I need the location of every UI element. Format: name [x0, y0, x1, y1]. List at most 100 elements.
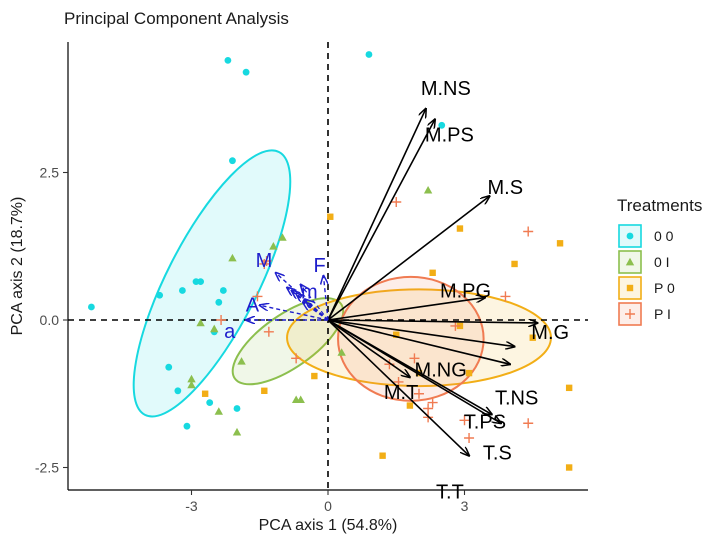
- ticks: -3 0 3 -2.5 0.0 2.5: [35, 165, 469, 515]
- data-point: [523, 226, 534, 237]
- plot-area: M.NS M.PS M.S M.PG M.G M.NG T.NS M.T T.PS T.S T.T F…: [68, 42, 588, 504]
- loading-label: F: [313, 255, 325, 277]
- y-axis-title: PCA axis 2 (18.7%): [9, 197, 26, 336]
- loading-label: T.T: [436, 482, 464, 504]
- data-point: [232, 427, 242, 436]
- data-point: [565, 464, 573, 471]
- data-point: [252, 291, 263, 302]
- data-point: [269, 242, 278, 250]
- loading-label: A: [246, 294, 260, 316]
- data-point: [187, 380, 196, 389]
- data-point: [261, 256, 272, 266]
- loading-labels: M.NS M.PS M.S M.PG M.G M.NG T.NS M.T T.PS T.S T.T F…: [224, 78, 569, 504]
- data-point: [165, 363, 173, 371]
- loading-arrow-m-g: [327, 320, 537, 323]
- data-point: [500, 291, 511, 302]
- data-point: [201, 390, 209, 397]
- legend-marker: [625, 309, 635, 319]
- legend-label: 0 0: [654, 228, 674, 244]
- axes: -3 0 3 -2.5 0.0 2.5: [35, 42, 588, 514]
- data-point: [179, 287, 186, 294]
- data-point: [523, 418, 534, 429]
- loading-arrow-t-s: [327, 319, 501, 423]
- loading-arrow-m-t: [327, 319, 410, 377]
- data-point: [296, 395, 305, 404]
- ellipse-p0: [286, 288, 552, 388]
- data-point: [465, 369, 473, 377]
- data-point: [183, 422, 191, 430]
- data-point: [511, 260, 518, 268]
- loading-label: m: [301, 281, 318, 303]
- loading-arrow-a: [260, 305, 329, 321]
- data-point: [365, 51, 373, 58]
- ellipse-00: [132, 149, 292, 418]
- data-point: [196, 318, 205, 327]
- data-point: [228, 253, 237, 262]
- data-point: [438, 121, 446, 129]
- loading-arrow-f: [323, 276, 329, 321]
- data-points: [88, 51, 573, 471]
- data-point: [261, 387, 268, 394]
- loading-arrow-t-ns: [327, 319, 510, 364]
- loading-arrow-m-ng: [327, 319, 515, 347]
- data-point: [379, 452, 386, 459]
- x-tick-label: -3: [185, 498, 198, 514]
- loading-arrows: [246, 109, 537, 456]
- loading-arrow-m-pg: [327, 298, 485, 321]
- data-point: [429, 269, 436, 276]
- data-point: [291, 353, 302, 364]
- data-point: [187, 374, 196, 383]
- data-point: [214, 407, 223, 415]
- data-point: [229, 157, 236, 165]
- loading-label: M.T: [384, 382, 418, 404]
- data-point: [174, 387, 182, 395]
- loading-arrow-m: [276, 273, 329, 321]
- legend-title: Treatments: [617, 196, 702, 215]
- loading-label: T.PS: [464, 411, 506, 433]
- data-point: [311, 372, 318, 380]
- data-point: [409, 353, 420, 364]
- reference-lines: [68, 42, 588, 490]
- x-tick-label: 3: [461, 498, 469, 514]
- data-point: [391, 197, 402, 207]
- data-point: [529, 334, 536, 341]
- data-point: [427, 397, 438, 408]
- data-point: [327, 213, 334, 220]
- legend-marker: [626, 232, 634, 240]
- data-point: [406, 402, 414, 409]
- data-point: [556, 240, 564, 247]
- data-point: [242, 68, 250, 76]
- loading-label: M.S: [488, 177, 524, 199]
- data-point: [464, 433, 475, 443]
- loading-label: M.NS: [421, 78, 471, 100]
- loading-arrow-m-s: [327, 196, 490, 321]
- loading-label: M.PG: [440, 281, 491, 303]
- loading-label: M: [256, 250, 273, 272]
- loading-arrow-m-ns: [327, 109, 426, 321]
- data-point: [224, 57, 232, 64]
- chart-title: Principal Component Analysis: [64, 9, 289, 28]
- loading-label: M.NG: [415, 360, 467, 382]
- loading-label: M.G: [531, 322, 569, 344]
- data-point: [278, 233, 287, 241]
- loading-label: a: [224, 321, 236, 343]
- legend-marker: [626, 284, 634, 292]
- data-point: [216, 315, 227, 325]
- legend-label: P 0: [654, 280, 675, 296]
- loading-label: T.S: [483, 442, 512, 464]
- data-point: [393, 376, 404, 387]
- x-axis-title: PCA axis 1 (54.8%): [259, 517, 398, 534]
- data-point: [210, 324, 219, 333]
- ellipse-pi: [337, 275, 485, 402]
- data-point: [565, 384, 573, 392]
- y-tick-label: 2.5: [40, 165, 60, 181]
- data-point: [423, 186, 433, 194]
- data-point: [263, 326, 274, 337]
- data-point: [393, 331, 400, 338]
- data-point: [384, 359, 395, 370]
- data-point: [215, 298, 223, 306]
- legend-label: 0 I: [654, 254, 670, 270]
- data-point: [206, 399, 214, 406]
- data-point: [219, 287, 227, 294]
- legend: Treatments 0 0 0 I P 0 P I: [617, 196, 702, 326]
